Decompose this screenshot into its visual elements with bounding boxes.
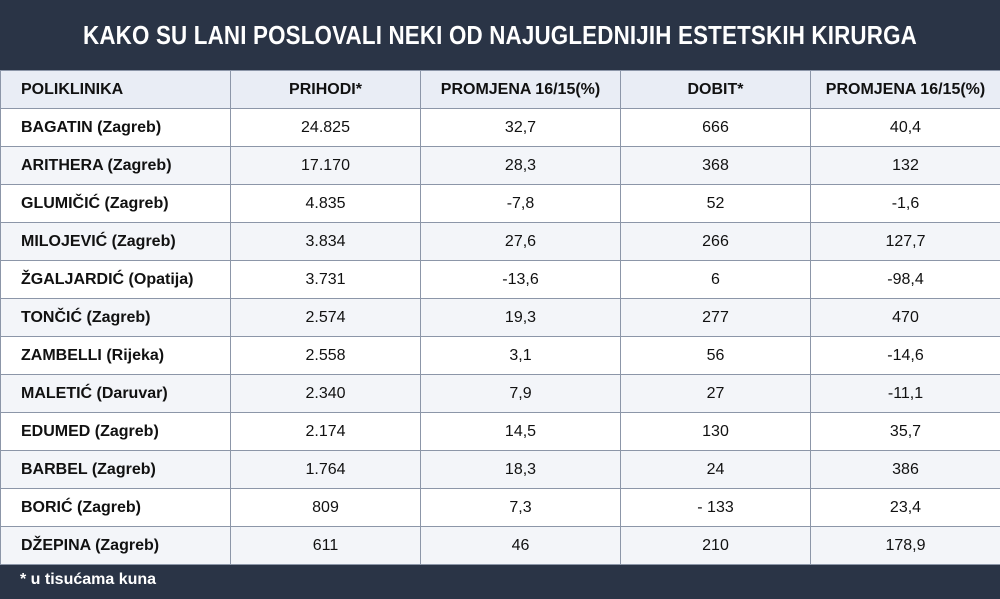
cell-promjena-prihodi: 14,5 [420,412,621,451]
table-row: DŽEPINA (Zagreb) 611 46 210 178,9 [0,526,1000,565]
footnote: * u tisućama kuna [20,571,157,588]
cell-poliklinika: TONČIĆ (Zagreb) [0,298,231,337]
cell-dobit: 368 [620,146,811,185]
cell-dobit: 130 [620,412,811,451]
cell-promjena-dobit: -11,1 [810,374,1000,413]
cell-promjena-prihodi: 27,6 [420,222,621,261]
cell-poliklinika: BAGATIN (Zagreb) [0,108,231,147]
cell-promjena-prihodi: 7,9 [420,374,621,413]
cell-dobit: 56 [620,336,811,375]
page-title: KAKO SU LANI POSLOVALI NEKI OD NAJUGLEDN… [83,19,917,50]
column-header-promjena-dobit: PROMJENA 16/15(%) [810,70,1000,109]
table-row: MALETIĆ (Daruvar) 2.340 7,9 27 -11,1 [0,374,1000,413]
column-header-dobit: DOBIT* [620,70,811,109]
column-header-promjena-prihodi: PROMJENA 16/15(%) [420,70,621,109]
table-header-row: POLIKLINIKA PRIHODI* PROMJENA 16/15(%) D… [0,70,1000,109]
cell-prihodi: 2.574 [230,298,421,337]
table-row: TONČIĆ (Zagreb) 2.574 19,3 277 470 [0,298,1000,337]
table-row: BARBEL (Zagreb) 1.764 18,3 24 386 [0,450,1000,489]
table-row: ZAMBELLI (Rijeka) 2.558 3,1 56 -14,6 [0,336,1000,375]
cell-poliklinika: EDUMED (Zagreb) [0,412,231,451]
cell-promjena-prihodi: 3,1 [420,336,621,375]
table-row: BORIĆ (Zagreb) 809 7,3 - 133 23,4 [0,488,1000,527]
cell-promjena-prihodi: 46 [420,526,621,565]
table-row: BAGATIN (Zagreb) 24.825 32,7 666 40,4 [0,108,1000,147]
cell-promjena-dobit: -98,4 [810,260,1000,299]
cell-promjena-prihodi: 32,7 [420,108,621,147]
cell-dobit: 666 [620,108,811,147]
cell-dobit: 277 [620,298,811,337]
table-row: ARITHERA (Zagreb) 17.170 28,3 368 132 [0,146,1000,185]
cell-prihodi: 611 [230,526,421,565]
cell-poliklinika: GLUMIČIĆ (Zagreb) [0,184,231,223]
cell-promjena-dobit: 127,7 [810,222,1000,261]
cell-dobit: - 133 [620,488,811,527]
cell-poliklinika: ARITHERA (Zagreb) [0,146,231,185]
cell-poliklinika: BARBEL (Zagreb) [0,450,231,489]
cell-prihodi: 3.834 [230,222,421,261]
cell-prihodi: 4.835 [230,184,421,223]
cell-promjena-prihodi: 19,3 [420,298,621,337]
cell-poliklinika: ŽGALJARDIĆ (Opatija) [0,260,231,299]
cell-dobit: 27 [620,374,811,413]
cell-promjena-prihodi: 7,3 [420,488,621,527]
cell-promjena-dobit: 178,9 [810,526,1000,565]
cell-promjena-dobit: 470 [810,298,1000,337]
cell-promjena-prihodi: 18,3 [420,450,621,489]
cell-promjena-prihodi: -7,8 [420,184,621,223]
cell-poliklinika: DŽEPINA (Zagreb) [0,526,231,565]
cell-prihodi: 2.558 [230,336,421,375]
cell-dobit: 24 [620,450,811,489]
cell-promjena-prihodi: 28,3 [420,146,621,185]
table-row: GLUMIČIĆ (Zagreb) 4.835 -7,8 52 -1,6 [0,184,1000,223]
cell-promjena-dobit: 40,4 [810,108,1000,147]
cell-prihodi: 2.174 [230,412,421,451]
cell-promjena-dobit: 386 [810,450,1000,489]
column-header-prihodi: PRIHODI* [230,70,421,109]
data-table: POLIKLINIKA PRIHODI* PROMJENA 16/15(%) D… [0,70,1000,565]
cell-prihodi: 809 [230,488,421,527]
cell-prihodi: 3.731 [230,260,421,299]
cell-dobit: 266 [620,222,811,261]
cell-prihodi: 2.340 [230,374,421,413]
cell-prihodi: 1.764 [230,450,421,489]
cell-dobit: 52 [620,184,811,223]
cell-prihodi: 24.825 [230,108,421,147]
cell-poliklinika: MILOJEVIĆ (Zagreb) [0,222,231,261]
cell-poliklinika: ZAMBELLI (Rijeka) [0,336,231,375]
cell-promjena-dobit: -14,6 [810,336,1000,375]
cell-poliklinika: BORIĆ (Zagreb) [0,488,231,527]
cell-prihodi: 17.170 [230,146,421,185]
cell-poliklinika: MALETIĆ (Daruvar) [0,374,231,413]
cell-dobit: 210 [620,526,811,565]
cell-dobit: 6 [620,260,811,299]
cell-promjena-dobit: 35,7 [810,412,1000,451]
table-row: EDUMED (Zagreb) 2.174 14,5 130 35,7 [0,412,1000,451]
table-row: ŽGALJARDIĆ (Opatija) 3.731 -13,6 6 -98,4 [0,260,1000,299]
column-header-poliklinika: POLIKLINIKA [0,70,231,109]
cell-promjena-dobit: 132 [810,146,1000,185]
cell-promjena-prihodi: -13,6 [420,260,621,299]
cell-promjena-dobit: 23,4 [810,488,1000,527]
cell-promjena-dobit: -1,6 [810,184,1000,223]
table-row: MILOJEVIĆ (Zagreb) 3.834 27,6 266 127,7 [0,222,1000,261]
